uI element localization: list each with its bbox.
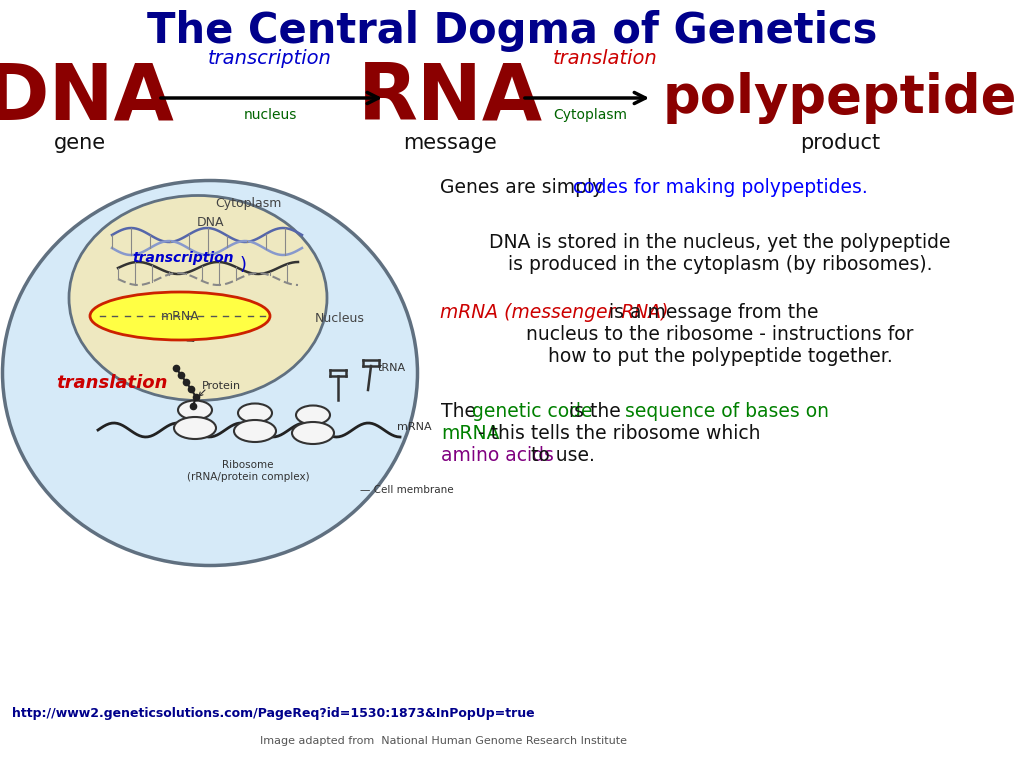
Text: Ribosome
(rRNA/protein complex): Ribosome (rRNA/protein complex): [186, 460, 309, 482]
Text: genetic code: genetic code: [472, 402, 592, 422]
Text: transcription: transcription: [132, 251, 233, 265]
Text: nucleus: nucleus: [244, 108, 297, 122]
Text: is a message from the: is a message from the: [603, 303, 818, 323]
Text: — Cell membrane: — Cell membrane: [360, 485, 454, 495]
Text: message: message: [403, 133, 497, 153]
Text: RNA: RNA: [357, 60, 543, 136]
Ellipse shape: [69, 196, 327, 400]
Text: mRNA: mRNA: [161, 310, 200, 323]
Text: nucleus to the ribosome - instructions for: nucleus to the ribosome - instructions f…: [526, 326, 913, 344]
Ellipse shape: [234, 420, 276, 442]
Text: to use.: to use.: [525, 446, 595, 465]
Text: polypeptide: polypeptide: [663, 72, 1017, 124]
Text: codes for making polypeptides.: codes for making polypeptides.: [573, 178, 867, 197]
Ellipse shape: [238, 403, 272, 422]
Text: translation: translation: [56, 374, 168, 392]
Text: product: product: [800, 133, 880, 153]
Text: Cytoplasm: Cytoplasm: [553, 108, 627, 122]
Text: http://www2.geneticsolutions.com/PageReq?id=1530:1873&InPopUp=true: http://www2.geneticsolutions.com/PageReq…: [12, 707, 535, 720]
Text: is produced in the cytoplasm (by ribosomes).: is produced in the cytoplasm (by ribosom…: [508, 255, 932, 274]
Text: Protein: Protein: [202, 381, 241, 391]
Text: - this tells the ribosome which: - this tells the ribosome which: [472, 425, 760, 443]
Text: Image adapted from  National Human Genome Research Institute: Image adapted from National Human Genome…: [260, 736, 627, 746]
Text: how to put the polypeptide together.: how to put the polypeptide together.: [548, 347, 892, 366]
Ellipse shape: [296, 406, 330, 425]
Text: sequence of bases on: sequence of bases on: [625, 402, 828, 422]
Text: ): ): [240, 256, 247, 274]
Text: is the: is the: [563, 402, 627, 422]
Text: mRNA: mRNA: [441, 425, 500, 443]
Ellipse shape: [2, 180, 418, 565]
Ellipse shape: [174, 417, 216, 439]
Text: amino acids: amino acids: [441, 446, 554, 465]
Text: gene: gene: [54, 133, 106, 153]
Text: mRNA (messenger RNA): mRNA (messenger RNA): [440, 303, 669, 323]
Ellipse shape: [292, 422, 334, 444]
Text: DNA is stored in the nucleus, yet the polypeptide: DNA is stored in the nucleus, yet the po…: [489, 233, 950, 252]
Text: Cytoplasm: Cytoplasm: [215, 197, 282, 210]
Text: DNA: DNA: [0, 60, 175, 136]
Ellipse shape: [90, 292, 270, 340]
Text: translation: translation: [553, 48, 657, 68]
Ellipse shape: [178, 400, 212, 419]
Text: mRNA: mRNA: [397, 422, 432, 432]
Text: DNA: DNA: [197, 217, 224, 230]
Text: Genes are simply: Genes are simply: [440, 178, 609, 197]
Text: transcription: transcription: [208, 48, 332, 68]
Text: The Central Dogma of Genetics: The Central Dogma of Genetics: [146, 10, 878, 52]
Text: The: The: [441, 402, 482, 422]
Text: tRNA: tRNA: [378, 363, 407, 373]
Text: Nucleus: Nucleus: [315, 312, 365, 325]
